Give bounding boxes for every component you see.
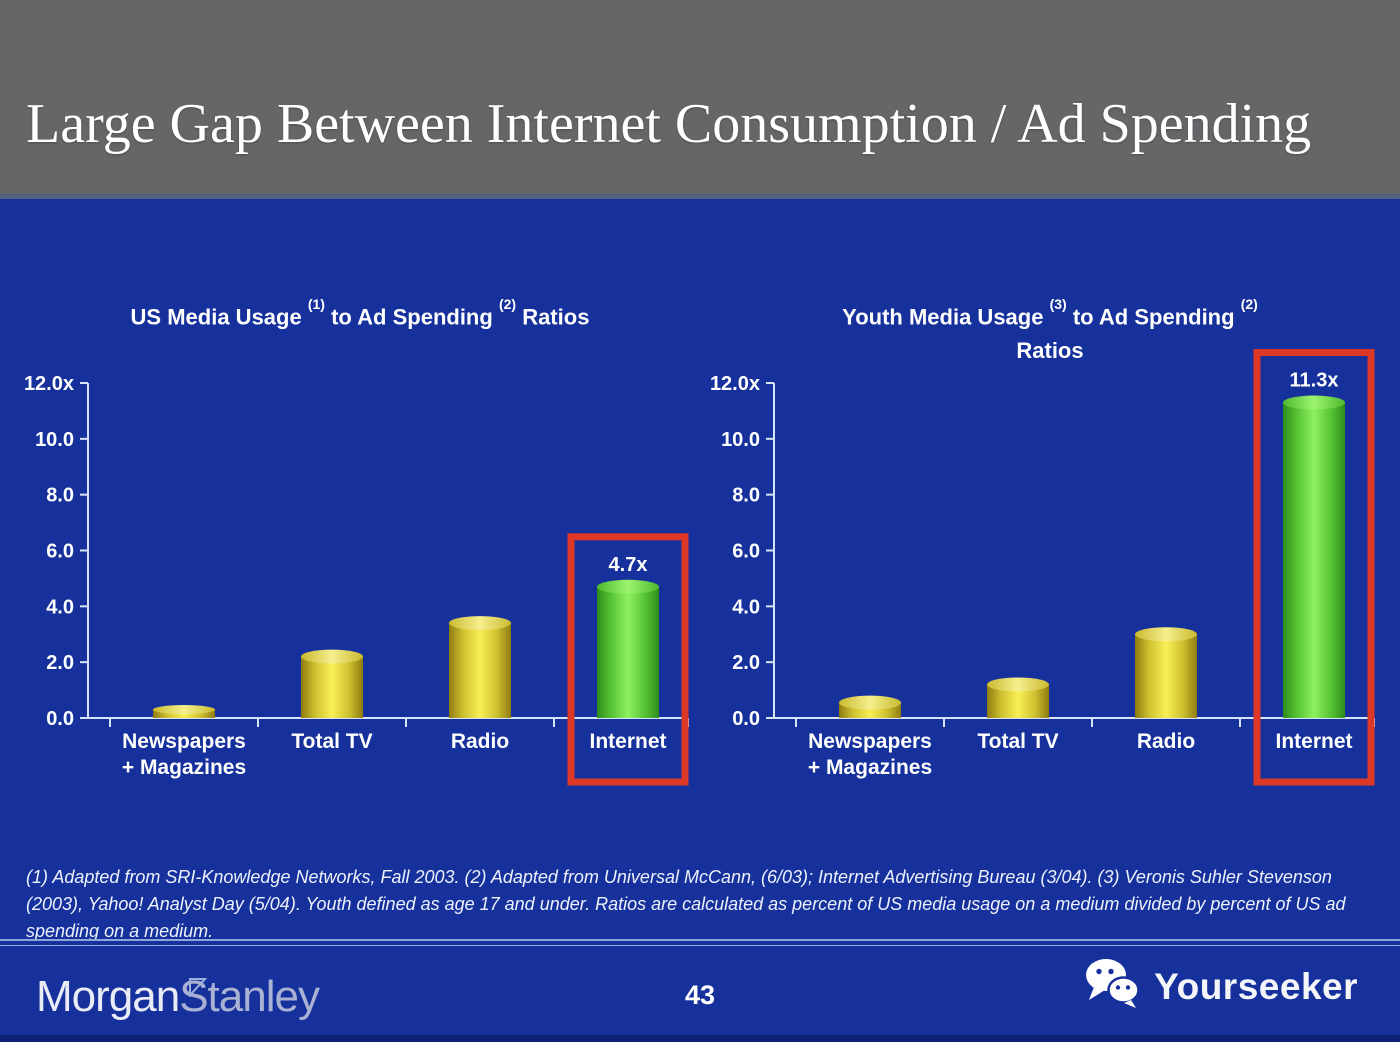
y-tick-label: 4.0 [46, 596, 74, 618]
x-category-label: Newspapers [808, 730, 932, 753]
page-number: 43 [684, 980, 716, 1010]
x-category-label: Radio [1137, 730, 1195, 753]
y-tick-label: 6.0 [46, 541, 74, 563]
footnote-text: (1) Adapted from SRI-Knowledge Networks,… [26, 867, 1346, 941]
y-tick-label: 0.0 [732, 708, 760, 730]
us-chart-title-post: Ratios [522, 304, 590, 330]
bar-newspapers-magazines [153, 705, 215, 718]
footnote-ref-1: (1) [307, 296, 325, 312]
y-tick-label: 8.0 [732, 485, 760, 507]
y-tick-label: 2.0 [732, 652, 760, 674]
x-category-label: Total TV [977, 730, 1058, 753]
youth-chart-title-mid: to Ad Spending [1072, 304, 1235, 330]
footnote-ref-2: (2) [498, 296, 517, 312]
y-tick-label: 12.0x [24, 373, 74, 395]
bar-newspapers-magazines [839, 695, 901, 718]
wechat-icon [1084, 958, 1142, 1015]
slide-header: Large Gap Between Internet Consumption /… [0, 0, 1400, 199]
footnote-ref-2b: (2) [1240, 296, 1258, 312]
footer-divider-line [0, 939, 1400, 946]
bar-internet [1283, 395, 1345, 718]
youth-chart-title: Youth Media Usage (3) to Ad Spending (2)… [730, 294, 1370, 368]
youth-media-usage-bar-chart: 12.0x 10.0 8.0 6.0 4.0 2.0 0.0 11.3x Newspapers… [710, 349, 1375, 786]
x-category-label: Internet [589, 730, 666, 753]
yourseeker-watermark: Yourseeker [1084, 958, 1358, 1015]
y-tick-label: 4.0 [732, 596, 760, 618]
bar-total-tv [301, 649, 363, 718]
x-category-label: Internet [1275, 730, 1352, 753]
yourseeker-label: Yourseeker [1154, 965, 1358, 1007]
y-tick-label: 10.0 [721, 429, 760, 451]
x-category-label: Newspapers [122, 730, 246, 753]
us-chart-title-pre: US Media Usage [130, 304, 302, 330]
highlight-box-internet [1253, 349, 1375, 786]
bar-internet [597, 579, 659, 718]
x-category-label: Total TV [291, 730, 372, 753]
y-tick-label: 6.0 [732, 541, 760, 563]
morgan-stanley-logo: MorganStanley [36, 972, 320, 1022]
highlight-box-internet [567, 533, 689, 786]
slide-footer: MorganStanley 43 Yourseeker [0, 946, 1400, 1042]
slide-title: Large Gap Between Internet Consumption /… [26, 93, 1312, 155]
footnote-ref-3: (3) [1049, 296, 1067, 312]
y-tick-label: 12.0x [710, 373, 760, 395]
us-chart-title-mid: to Ad Spending [331, 304, 493, 330]
bar-value-label: 4.7x [609, 554, 648, 576]
us-media-usage-bar-chart: 12.0x 10.0 8.0 6.0 4.0 2.0 0.0 4.7x Newspapers +… [24, 373, 689, 786]
x-category-label: Radio [451, 730, 509, 753]
bar-value-label: 11.3x [1290, 370, 1339, 392]
bar-radio [449, 616, 511, 718]
x-category-label: + Magazines [808, 756, 932, 779]
youth-chart-title-pre: Youth Media Usage [842, 304, 1044, 330]
y-tick-label: 8.0 [46, 485, 74, 507]
bar-total-tv [987, 677, 1049, 718]
y-tick-label: 2.0 [46, 652, 74, 674]
x-category-label: + Magazines [122, 756, 246, 779]
us-chart-title: US Media Usage (1) to Ad Spending (2) Ra… [40, 294, 680, 334]
y-tick-label: 0.0 [46, 708, 74, 730]
y-tick-label: 10.0 [35, 429, 74, 451]
morgan-stanley-flag-icon [188, 958, 208, 1008]
bar-radio [1135, 627, 1197, 718]
bottom-edge-strip [0, 1035, 1400, 1042]
brand-morgan: Morgan [36, 972, 180, 1021]
youth-chart-title-line2: Ratios [1016, 338, 1084, 364]
